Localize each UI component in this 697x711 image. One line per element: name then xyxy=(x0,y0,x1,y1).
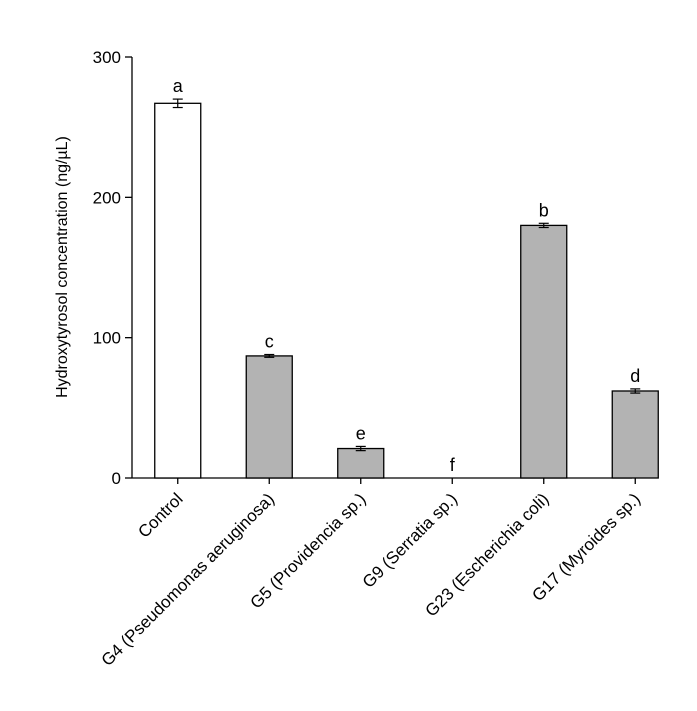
plot-area: 0 100 200 300 a Control c G4 (Pseudomonas aerug… xyxy=(93,48,659,670)
y-axis-label: Hydroxytyrosol concentration (ng/µL) xyxy=(54,136,71,398)
category-label: Control xyxy=(134,489,186,541)
category-label: G9 (Serratia sp.) xyxy=(359,489,461,591)
y-tick-label: 100 xyxy=(93,329,121,348)
significance-label: c xyxy=(265,332,274,352)
y-tick-label: 300 xyxy=(93,48,121,67)
significance-label: d xyxy=(630,366,640,386)
bar xyxy=(611,390,659,479)
y-tick-label: 200 xyxy=(93,188,121,207)
bar xyxy=(245,355,293,479)
significance-label: f xyxy=(450,455,456,475)
bar xyxy=(337,447,385,479)
significance-label: e xyxy=(356,423,366,443)
bar xyxy=(520,224,568,479)
category-label: G4 (Pseudomonas aeruginosa) xyxy=(98,489,278,669)
significance-label: a xyxy=(173,76,184,96)
y-tick-label: 0 xyxy=(112,469,121,488)
bar xyxy=(154,102,202,479)
significance-label: b xyxy=(539,200,549,220)
